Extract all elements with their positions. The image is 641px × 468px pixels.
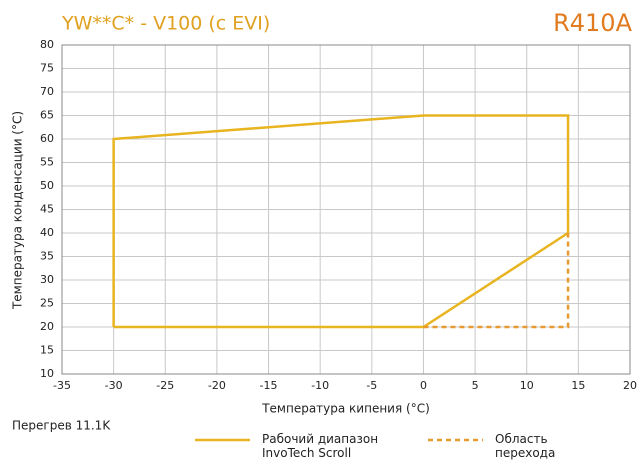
chart-title: YW**C* - V100 (c EVI) bbox=[61, 13, 270, 35]
annotation: Перегрев 11.1K bbox=[12, 419, 111, 433]
x-tick-label: 15 bbox=[571, 379, 585, 392]
y-axis-label: Температура конденсации (°C) bbox=[11, 111, 25, 310]
legend-label: Рабочий диапазон InvoTech Scroll bbox=[262, 432, 379, 460]
series-line bbox=[423, 233, 570, 329]
plot-frame bbox=[61, 44, 631, 375]
x-tick-label: -25 bbox=[156, 379, 174, 392]
y-tick-label: 25 bbox=[40, 297, 54, 310]
x-tick-label: -20 bbox=[208, 379, 226, 392]
y-tick-label: 10 bbox=[40, 367, 54, 380]
y-tick-label: 30 bbox=[40, 273, 54, 286]
x-tick-label: 5 bbox=[472, 379, 479, 392]
series-line bbox=[112, 114, 570, 329]
y-tick-label: 65 bbox=[40, 109, 54, 122]
x-tick-label: 10 bbox=[520, 379, 534, 392]
chart-subtitle: R410A bbox=[553, 9, 632, 37]
x-tick-label: 20 bbox=[623, 379, 637, 392]
x-tick-label: 0 bbox=[420, 379, 427, 392]
x-tick-label: -30 bbox=[105, 379, 123, 392]
y-tick-label: 70 bbox=[40, 85, 54, 98]
y-tick-label: 20 bbox=[40, 320, 54, 333]
y-tick-label: 15 bbox=[40, 344, 54, 357]
x-tick-label: -5 bbox=[366, 379, 377, 392]
x-tick-label: -35 bbox=[53, 379, 71, 392]
legend-label: Область перехода bbox=[495, 432, 556, 460]
x-tick-label: -10 bbox=[311, 379, 329, 392]
y-tick-label: 60 bbox=[40, 132, 54, 145]
y-tick-label: 55 bbox=[40, 156, 54, 169]
y-tick-label: 40 bbox=[40, 226, 54, 239]
y-tick-label: 45 bbox=[40, 203, 54, 216]
y-tick-label: 80 bbox=[40, 38, 54, 51]
y-tick-label: 75 bbox=[40, 62, 54, 75]
y-tick-label: 50 bbox=[40, 179, 54, 192]
x-axis-label: Температура кипения (°C) bbox=[261, 402, 430, 416]
x-tick-label: -15 bbox=[260, 379, 278, 392]
y-tick-label: 35 bbox=[40, 250, 54, 263]
